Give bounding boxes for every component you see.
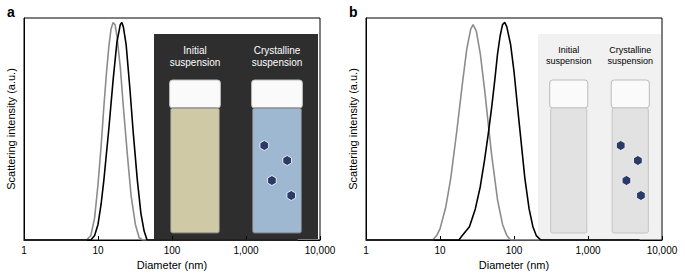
svg-text:Diameter (nm): Diameter (nm) [137, 259, 207, 271]
svg-text:a: a [7, 4, 15, 20]
svg-text:Initial: Initial [183, 45, 206, 56]
svg-text:Crystalline: Crystalline [609, 45, 651, 55]
svg-text:1,000: 1,000 [233, 245, 258, 256]
svg-text:Crystalline: Crystalline [254, 45, 301, 56]
svg-text:100: 100 [506, 245, 523, 256]
svg-text:1: 1 [363, 245, 369, 256]
svg-text:10: 10 [92, 245, 104, 256]
svg-text:b: b [349, 4, 358, 20]
svg-text:suspension: suspension [607, 56, 653, 66]
svg-text:Scattering intensity (a.u.): Scattering intensity (a.u.) [5, 68, 17, 190]
svg-text:10,000: 10,000 [305, 245, 336, 256]
svg-text:1: 1 [21, 245, 27, 256]
svg-text:10,000: 10,000 [647, 245, 678, 256]
svg-text:Initial: Initial [558, 45, 579, 55]
svg-text:Diameter (nm): Diameter (nm) [479, 259, 549, 271]
svg-text:suspension: suspension [252, 57, 303, 68]
svg-text:1,000: 1,000 [575, 245, 600, 256]
svg-text:Scattering intensity (a.u.): Scattering intensity (a.u.) [347, 68, 359, 190]
svg-text:suspension: suspension [170, 57, 221, 68]
svg-text:suspension: suspension [546, 56, 592, 66]
svg-text:10: 10 [434, 245, 446, 256]
svg-text:100: 100 [164, 245, 181, 256]
